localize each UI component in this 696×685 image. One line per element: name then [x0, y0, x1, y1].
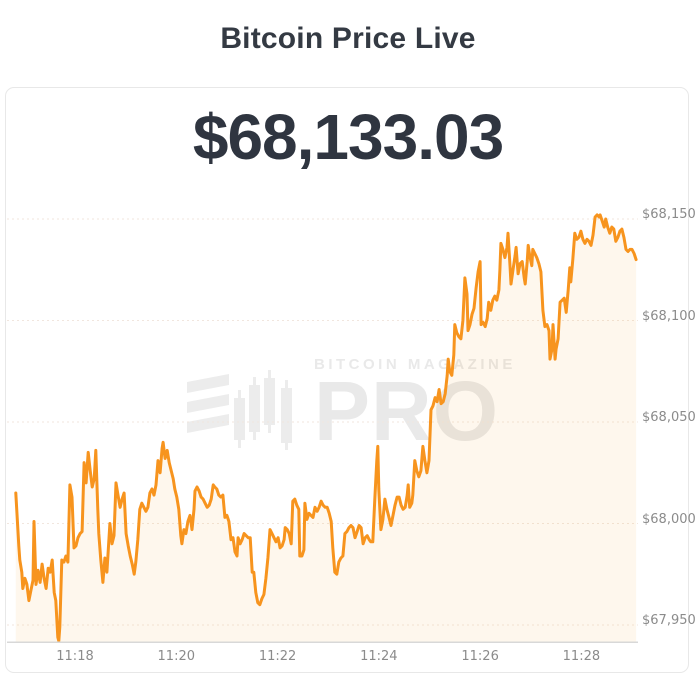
y-tick-label: $68,150 — [642, 207, 696, 222]
y-tick-label: $68,100 — [642, 308, 696, 324]
x-tick-label: 11:26 — [461, 649, 499, 664]
x-tick-label: 11:22 — [258, 649, 297, 664]
y-tick-label: $67,950 — [642, 613, 696, 628]
x-tick-label: 11:24 — [360, 649, 398, 664]
area-fill — [15, 214, 637, 642]
price-line — [14, 213, 638, 643]
x-tick-label: 11:18 — [56, 649, 94, 664]
chart-card — [5, 87, 689, 673]
y-tick-label: $68,000 — [642, 511, 696, 527]
y-tick-label: $68,050 — [642, 410, 696, 425]
gridlines — [7, 218, 638, 626]
x-tick-label: 11:28 — [562, 649, 601, 664]
page-title: Bitcoin Price Live — [220, 22, 476, 55]
current-price: $68,133.03 — [192, 101, 504, 173]
price-area-chart[interactable] — [7, 200, 638, 643]
x-tick-label: 11:20 — [157, 649, 195, 664]
